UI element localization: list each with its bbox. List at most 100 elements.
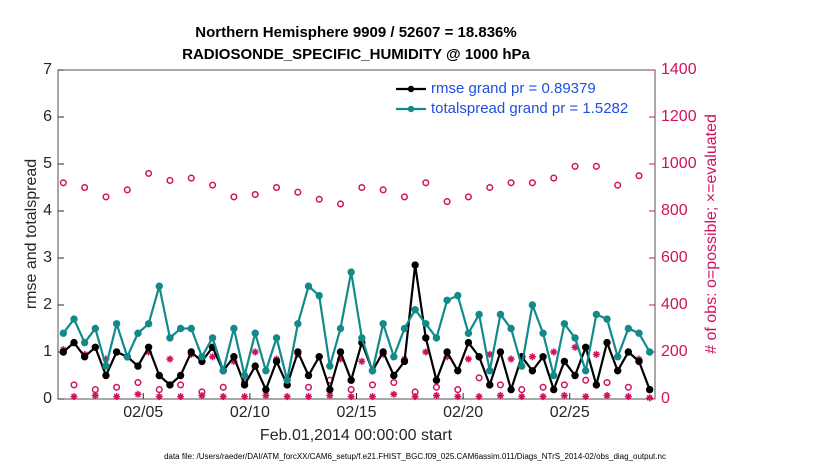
data-point xyxy=(486,381,494,389)
obs-marker xyxy=(358,183,366,192)
data-point xyxy=(240,381,249,389)
obs-marker xyxy=(550,174,558,182)
obs-marker xyxy=(507,179,515,187)
obs-marker xyxy=(81,183,89,192)
obs-marker xyxy=(187,174,195,182)
data-point xyxy=(102,362,110,370)
obs-marker xyxy=(571,343,579,351)
data-point xyxy=(635,357,643,366)
footnote: data file: /Users/raeder/DAI/ATM_forcXX/… xyxy=(164,452,666,461)
data-point xyxy=(219,367,227,375)
data-point xyxy=(411,306,419,314)
x-tick-label: 02/25 xyxy=(550,404,590,421)
obs-marker xyxy=(400,193,409,201)
obs-marker xyxy=(241,393,249,401)
obs-marker xyxy=(550,348,558,356)
obs-marker xyxy=(198,391,206,399)
obs-marker xyxy=(368,393,376,401)
obs-marker xyxy=(454,386,462,394)
data-point xyxy=(624,348,633,356)
obs-marker xyxy=(379,186,387,194)
data-point xyxy=(112,320,121,328)
obs-marker xyxy=(390,390,398,398)
obs-marker xyxy=(155,386,163,394)
obs-marker xyxy=(177,393,185,401)
obs-marker xyxy=(113,383,121,391)
data-point xyxy=(112,348,121,356)
data-point xyxy=(432,334,441,342)
data-point xyxy=(528,301,537,309)
data-point xyxy=(358,334,366,342)
data-point xyxy=(454,291,462,300)
data-point xyxy=(144,343,153,351)
data-point xyxy=(262,367,270,375)
obs-marker xyxy=(646,394,654,402)
data-point xyxy=(592,381,601,389)
chart-title: Northern Hemisphere 9909 / 52607 = 18.83… xyxy=(195,24,516,41)
obs-marker xyxy=(475,374,483,382)
obs-marker xyxy=(347,386,355,394)
y2-tick-label: 1400 xyxy=(661,61,697,78)
data-point xyxy=(379,320,387,328)
data-point xyxy=(624,324,633,333)
obs-marker xyxy=(443,198,451,206)
obs-marker xyxy=(539,393,547,401)
data-point xyxy=(144,320,153,328)
data-point xyxy=(155,371,163,380)
obs-marker xyxy=(134,390,142,398)
data-point xyxy=(70,338,78,347)
data-point xyxy=(230,324,238,333)
data-point xyxy=(59,348,68,356)
data-point xyxy=(454,367,462,375)
y-tick-label: 1 xyxy=(43,343,52,360)
obs-marker xyxy=(155,393,163,401)
obs-marker xyxy=(368,381,377,389)
obs-marker xyxy=(432,383,441,391)
data-point xyxy=(518,362,526,370)
obs-marker xyxy=(304,383,313,391)
y-tick-label: 0 xyxy=(43,390,52,407)
obs-marker xyxy=(624,383,632,391)
obs-marker xyxy=(123,186,131,194)
obs-marker xyxy=(272,183,281,192)
x-tick-label: 02/10 xyxy=(230,404,270,421)
series-line xyxy=(62,271,651,381)
data-point xyxy=(603,338,611,347)
x-tick-label: 02/15 xyxy=(336,404,376,421)
data-point xyxy=(176,324,185,333)
obs-marker xyxy=(230,357,238,365)
y-tick-label: 5 xyxy=(43,155,52,172)
data-point xyxy=(336,348,345,356)
data-point xyxy=(155,282,163,290)
data-point xyxy=(294,348,302,356)
data-point xyxy=(411,261,419,269)
data-point xyxy=(507,324,515,333)
x-tick-label: 02/20 xyxy=(443,404,483,421)
obs-marker xyxy=(70,381,78,389)
obs-marker xyxy=(305,393,313,401)
obs-marker xyxy=(262,391,270,399)
obs-marker xyxy=(496,391,504,399)
data-point xyxy=(422,320,430,328)
obs-marker xyxy=(166,176,174,184)
obs-marker xyxy=(145,348,153,356)
data-point xyxy=(59,329,68,337)
obs-marker xyxy=(251,191,259,199)
data-point xyxy=(400,357,409,366)
obs-marker xyxy=(411,393,419,401)
data-point xyxy=(251,329,259,337)
y-tick-label: 2 xyxy=(43,296,52,313)
data-point xyxy=(251,362,259,370)
data-point xyxy=(187,324,195,333)
data-point xyxy=(166,334,174,342)
data-point xyxy=(123,353,131,361)
data-point xyxy=(432,376,441,384)
data-point xyxy=(645,385,654,394)
obs-marker xyxy=(336,200,345,208)
data-point xyxy=(134,362,142,370)
legend-marker xyxy=(407,85,415,93)
obs-marker xyxy=(592,350,600,358)
obs-marker xyxy=(614,181,622,189)
x-axis-label: Feb.01,2014 00:00:00 start xyxy=(260,427,453,444)
